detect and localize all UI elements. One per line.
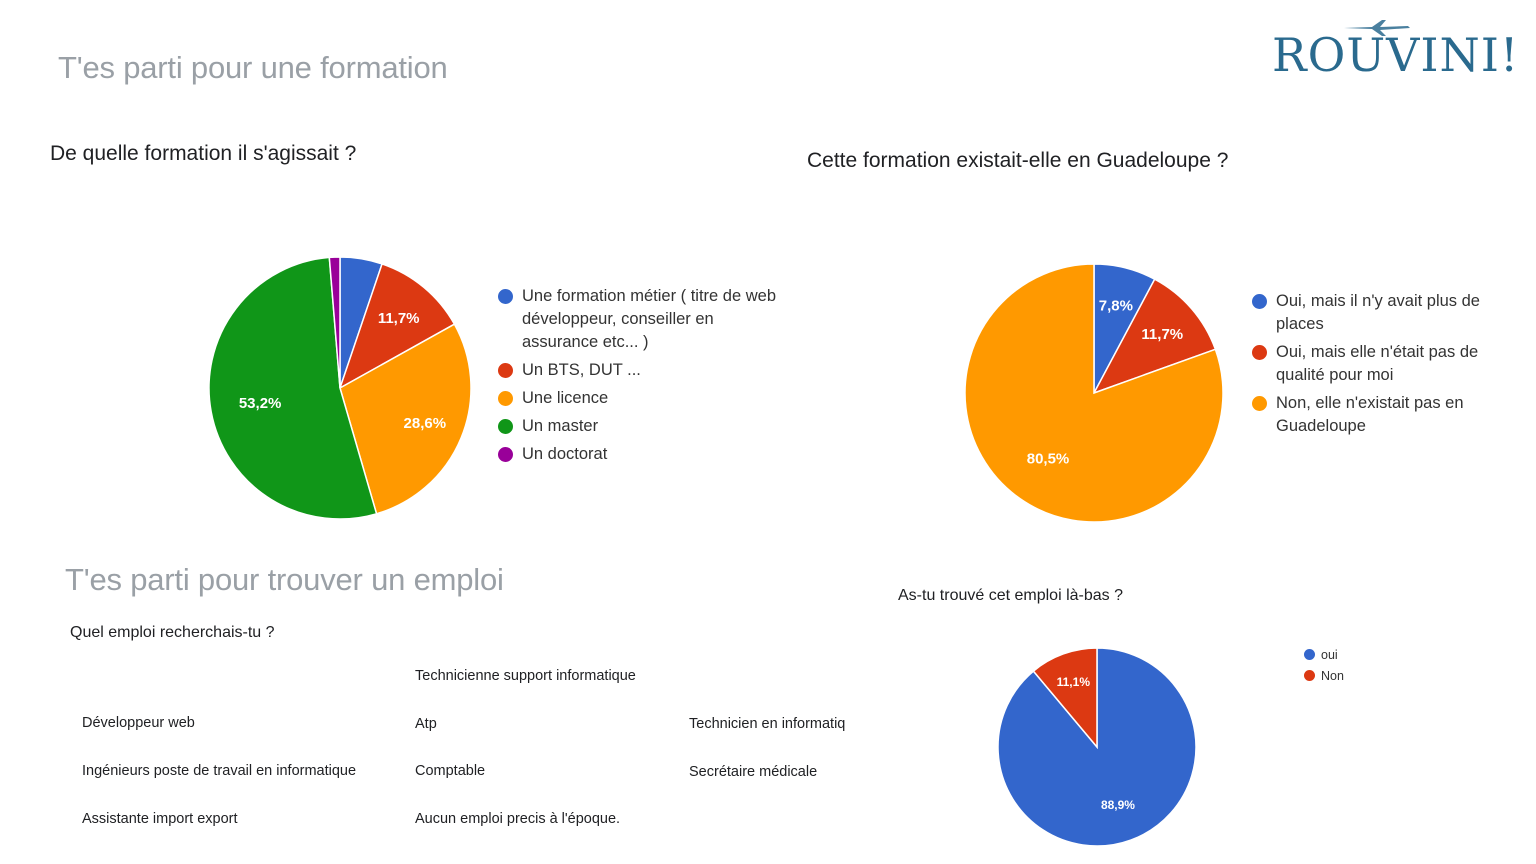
pie-chart-formation-guadeloupe: 7,8% 11,7% 80,5% — [964, 263, 1224, 523]
legend-swatch — [1252, 345, 1267, 360]
legend-swatch — [498, 289, 513, 304]
job-item: Développeur web — [82, 715, 195, 731]
legend-label: Oui, mais il n'y avait plus de places — [1276, 292, 1480, 333]
legend-entry: Une licence — [498, 387, 788, 410]
legend-entry: Non, elle n'existait pas en Guadeloupe — [1252, 392, 1522, 438]
legend-entry: oui — [1304, 647, 1424, 663]
job-item: Secrétaire médicale — [689, 764, 818, 780]
chart2-title: Cette formation existait-elle en Guadelo… — [807, 149, 1229, 172]
pie-slice — [328, 256, 341, 389]
slice-data-label: 11,7% — [378, 310, 420, 327]
section-title-emploi: T'es parti pour trouver un emploi — [65, 562, 504, 597]
airplane-icon — [1344, 20, 1410, 36]
chart1-title: De quelle formation il s'agissait ? — [50, 142, 357, 165]
legend-label: Un master — [522, 417, 599, 435]
slice-data-label: 88,9% — [1101, 798, 1135, 812]
pie-slice — [208, 256, 378, 520]
legend-label: Une licence — [522, 389, 609, 407]
pie-chart-formation-type: 11,7% 28,6% 53,2% — [208, 256, 472, 520]
legend-label: Une formation métier ( titre de web déve… — [522, 287, 777, 351]
slice-data-label: 11,7% — [1141, 326, 1183, 343]
slice-data-label: 28,6% — [404, 415, 447, 432]
legend-swatch — [498, 419, 513, 434]
legend-swatch — [1252, 396, 1267, 411]
legend-entry: Oui, mais elle n'était pas de qualité po… — [1252, 341, 1522, 387]
legend-label: Oui, mais elle n'était pas de qualité po… — [1276, 343, 1479, 384]
job-item: Assistante import export — [82, 811, 238, 827]
section-title-formation: T'es parti pour une formation — [58, 50, 448, 85]
legend-label: Non — [1321, 669, 1344, 683]
legend-entry: Un doctorat — [498, 443, 788, 466]
pie-slice — [1032, 647, 1098, 750]
legend-swatch — [1304, 649, 1315, 660]
job-item: Comptable — [415, 763, 486, 779]
legend-label: Un doctorat — [522, 445, 608, 463]
pie-slice — [338, 262, 456, 390]
legend-label: oui — [1321, 648, 1338, 662]
chart3-legend: oui Non — [1304, 647, 1424, 689]
chart2-legend: Oui, mais il n'y avait plus de places Oui… — [1252, 290, 1522, 443]
legend-entry: Un BTS, DUT ... — [498, 359, 788, 382]
pie-slice — [964, 263, 1224, 523]
legend-swatch — [498, 363, 513, 378]
job-item: Technicienne support informatique — [415, 668, 636, 684]
legend-swatch — [1252, 294, 1267, 309]
chart3-title: As-tu trouvé cet emploi là-bas ? — [898, 587, 1123, 604]
pie-slice — [339, 323, 472, 515]
job-item: Ingénieurs poste de travail en informati… — [82, 763, 357, 779]
chart1-legend: Une formation métier ( titre de web déve… — [498, 285, 788, 471]
slice-data-label: 11,1% — [1057, 675, 1091, 689]
slice-data-label: 80,5% — [1027, 451, 1070, 468]
job-item: Atp — [415, 716, 437, 732]
legend-entry: Une formation métier ( titre de web déve… — [498, 285, 788, 354]
job-item: Aucun emploi precis à l'époque. — [415, 811, 621, 827]
job-item: Technicien en informatiq — [689, 716, 846, 732]
slice-data-label: 53,2% — [239, 395, 282, 412]
legend-entry: Oui, mais il n'y avait plus de places — [1252, 290, 1522, 336]
pie-chart-emploi-trouve: 88,9% 11,1% — [997, 647, 1197, 847]
jobs-question: Quel emploi recherchais-tu ? — [70, 624, 275, 641]
legend-label: Non, elle n'existait pas en Guadeloupe — [1276, 394, 1464, 435]
pie-slice — [1092, 278, 1217, 395]
legend-entry: Non — [1304, 668, 1424, 684]
logo: ROUVINI! — [1268, 20, 1518, 82]
logo-text: ROUVINI! — [1272, 28, 1520, 82]
slice-data-label: 7,8% — [1099, 298, 1133, 315]
legend-swatch — [498, 447, 513, 462]
legend-swatch — [1304, 670, 1315, 681]
legend-label: Un BTS, DUT ... — [522, 361, 641, 379]
legend-entry: Un master — [498, 415, 788, 438]
legend-swatch — [498, 391, 513, 406]
